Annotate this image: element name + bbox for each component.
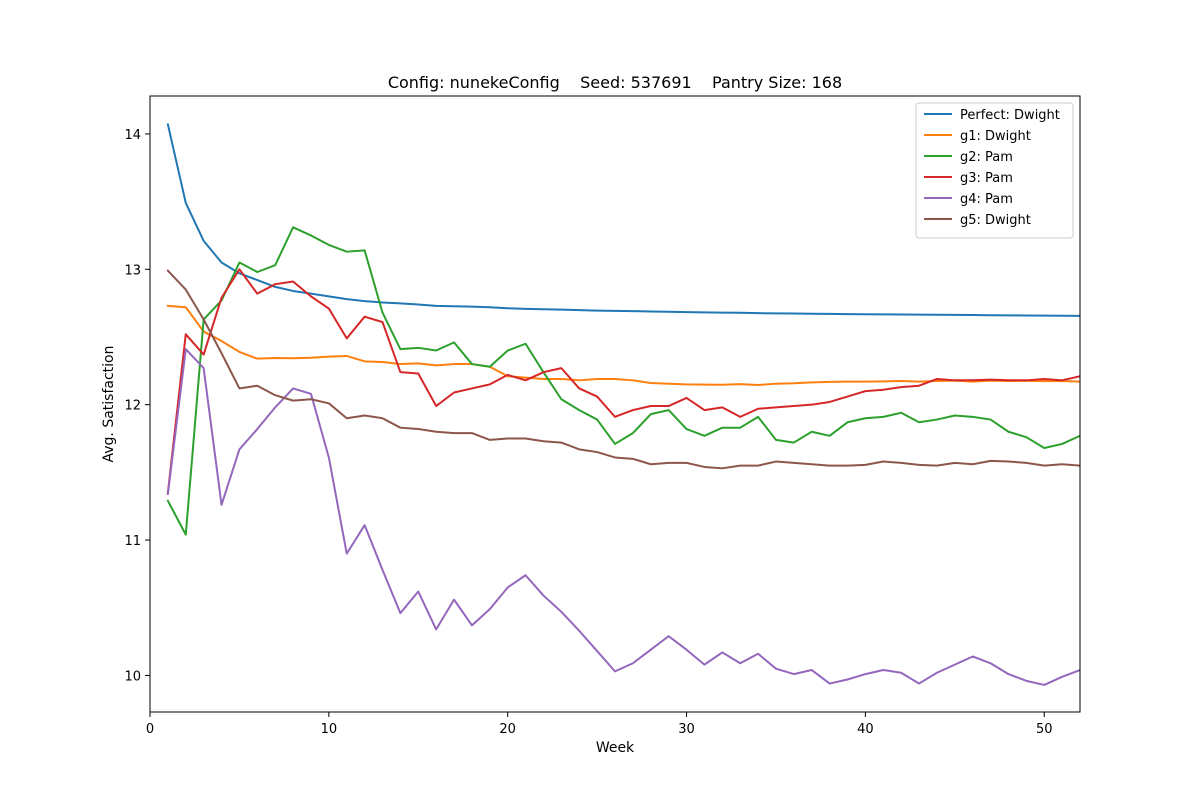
y-tick-label: 11 bbox=[124, 534, 141, 549]
series-line-5 bbox=[166, 348, 1080, 686]
series-line-4 bbox=[166, 268, 1080, 494]
legend-entry-1: Perfect: Dwight bbox=[960, 108, 1060, 123]
legend-box bbox=[915, 102, 1074, 239]
legend-entry-2: g1: Dwight bbox=[960, 129, 1031, 144]
series-line-6 bbox=[166, 269, 1080, 470]
y-tick-label: 13 bbox=[124, 263, 141, 278]
legend-entry-6: g5: Dwight bbox=[960, 213, 1031, 228]
x-axis-label: Week bbox=[596, 740, 635, 756]
chart-title: Config: nunekeConfig Seed: 537691 Pantry… bbox=[388, 73, 842, 92]
x-tick-label: 40 bbox=[857, 722, 874, 737]
axes-frame bbox=[149, 95, 1081, 713]
legend: Perfect: Dwight g1: Dwight g2: Pam g3: Pam g… bbox=[915, 102, 1074, 239]
plot-lines bbox=[166, 123, 1080, 686]
y-tick-label: 10 bbox=[124, 669, 141, 684]
y-axis: 10 11 12 13 14 bbox=[124, 128, 150, 684]
legend-entry-3: g2: Pam bbox=[960, 150, 1013, 165]
x-tick-label: 10 bbox=[321, 722, 338, 737]
legend-entry-5: g4: Pam bbox=[960, 192, 1013, 207]
series-line-1 bbox=[166, 123, 1080, 317]
x-tick-label: 20 bbox=[499, 722, 516, 737]
y-axis-label: Avg. Satisfaction bbox=[101, 346, 117, 463]
legend-entry-4: g3: Pam bbox=[960, 171, 1013, 186]
x-axis: 0 10 20 30 40 50 bbox=[146, 712, 1053, 737]
y-tick-label: 14 bbox=[124, 128, 141, 143]
x-tick-label: 50 bbox=[1036, 722, 1053, 737]
series-line-3 bbox=[166, 226, 1080, 536]
x-tick-label: 0 bbox=[146, 722, 154, 737]
x-tick-label: 30 bbox=[678, 722, 695, 737]
y-tick-label: 12 bbox=[124, 399, 141, 414]
